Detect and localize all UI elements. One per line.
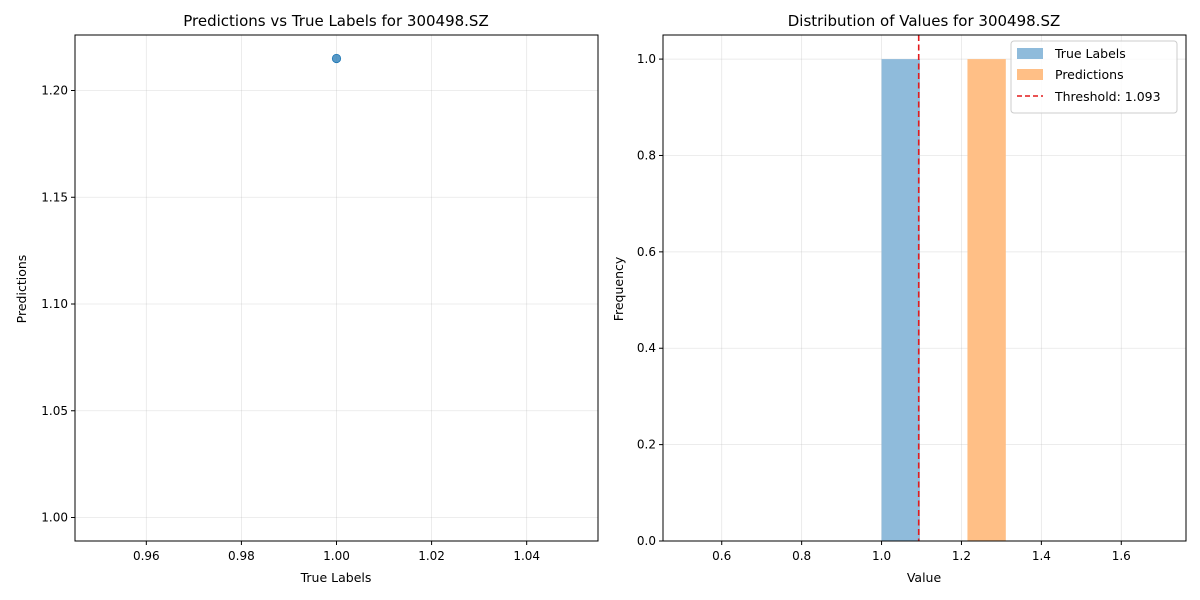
legend-swatch-true-labels [1017,48,1043,59]
histogram-x-tick-label: 1.0 [872,549,891,563]
histogram-grid [663,35,1186,542]
histogram-x-tick-label: 1.4 [1032,549,1051,563]
legend-label-predictions: Predictions [1055,67,1124,82]
scatter-y-tick-label: 1.00 [41,511,68,525]
histogram-title: Distribution of Values for 300498.SZ [788,12,1061,30]
histogram-y-tick-label: 0.6 [637,245,656,259]
histogram-panel: Distribution of Values for 300498.SZ 0.6… [611,12,1187,585]
scatter-x-tick-label: 0.98 [228,549,255,563]
histogram-x-tick-label: 1.2 [952,549,971,563]
histogram-bar-true-labels [881,59,920,541]
scatter-y-tick-label: 1.05 [41,404,68,418]
histogram-marks [881,35,1006,541]
scatter-y-tick-label: 1.10 [41,297,68,311]
histogram-frame [662,34,1187,542]
legend-label-threshold: Threshold: 1.093 [1054,89,1161,104]
scatter-y-tick-label: 1.15 [41,190,68,204]
legend-box [1010,40,1178,114]
histogram-x-label: Value [907,570,942,585]
histogram-x-tick-label: 0.8 [792,549,811,563]
scatter-title: Predictions vs True Labels for 300498.SZ [183,12,488,30]
scatter-x-label: True Labels [300,570,372,585]
histogram-legend: True Labels Predictions Threshold: 1.093 [1010,40,1178,114]
histogram-y-tick-label: 1.0 [637,52,656,66]
legend-label-true-labels: True Labels [1054,46,1126,61]
histogram-y-label: Frequency [611,256,626,321]
scatter-panel: Predictions vs True Labels for 300498.SZ… [14,12,599,585]
scatter-x-tick-label: 1.02 [418,549,445,563]
histogram-y-tick-label: 0.0 [637,534,656,548]
histogram-y-tick-label: 0.2 [637,438,656,452]
scatter-point [331,53,342,64]
scatter-x-tick-label: 1.04 [513,549,540,563]
histogram-x-tick-label: 1.6 [1112,549,1131,563]
scatter-y-ticks: 1.00 1.05 1.10 1.15 1.20 [41,84,75,525]
histogram-y-tick-label: 0.4 [637,341,656,355]
scatter-marks [331,53,342,64]
histogram-x-ticks: 0.6 0.8 1.0 1.2 1.4 1.6 [712,541,1131,563]
scatter-y-tick-label: 1.20 [41,84,68,98]
scatter-x-ticks: 0.96 0.98 1.00 1.02 1.04 [133,541,540,563]
scatter-x-tick-label: 1.00 [323,549,350,563]
legend-swatch-predictions [1017,69,1043,80]
scatter-y-label: Predictions [14,255,29,324]
histogram-y-ticks: 0.0 0.2 0.4 0.6 0.8 1.0 [637,52,663,548]
histogram-y-tick-label: 0.8 [637,148,656,162]
histogram-x-tick-label: 0.6 [712,549,731,563]
scatter-grid [75,35,598,541]
scatter-x-tick-label: 0.96 [133,549,160,563]
histogram-bar-predictions [967,59,1006,541]
